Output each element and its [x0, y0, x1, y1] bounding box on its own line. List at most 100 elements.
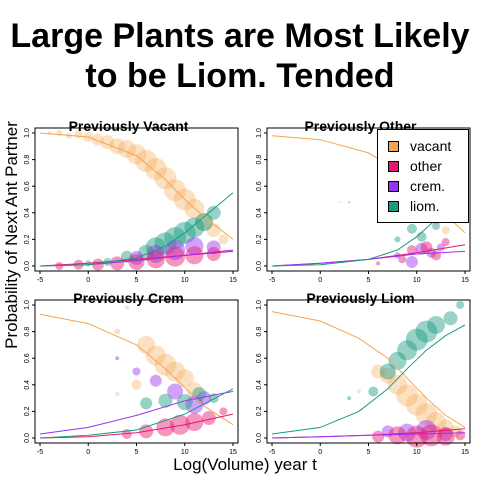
liom-point [456, 301, 465, 309]
legend-item-other: other [378, 156, 468, 176]
liom-point [158, 393, 173, 408]
crem-point [165, 240, 186, 261]
y-tick-label: 0.4 [256, 380, 263, 390]
vacant-point [387, 374, 408, 395]
x-tick-label: 0 [86, 277, 90, 284]
liom-point [405, 328, 428, 351]
panel-2: -5 0 5 10 150.00.20.40.60.81.0 Previously Oth… [256, 118, 471, 284]
x-tick-label: 10 [181, 449, 189, 456]
other-point [376, 261, 381, 266]
legend-label: other [410, 158, 442, 174]
vacant-curve [39, 313, 234, 426]
y-tick-label: 0.6 [24, 181, 31, 191]
main-title-line-2: to be Liom. Tended [85, 57, 395, 95]
crem-curve [271, 432, 466, 439]
vacant-point [109, 138, 126, 155]
crem-point [167, 383, 184, 400]
vacant-point [91, 133, 104, 146]
y-tick-label: 0.8 [24, 155, 31, 165]
liom-point [176, 394, 193, 411]
vacant-point [165, 361, 186, 382]
vacant-point [154, 167, 177, 190]
vacant-curve [271, 311, 466, 428]
vacant-point [154, 353, 177, 376]
other-point [420, 424, 443, 447]
vacant-point [145, 345, 166, 366]
liom-point [397, 340, 418, 361]
liom-point [416, 231, 427, 242]
legend-label: vacant [410, 138, 452, 154]
other-point [436, 427, 455, 446]
other-point [91, 258, 104, 271]
liom-point [388, 351, 407, 370]
other-curve [39, 413, 234, 439]
y-tick-label: 0.2 [24, 406, 31, 416]
y-tick-label: 0.6 [256, 181, 263, 191]
x-tick-label: -5 [37, 277, 43, 284]
vacant-point [338, 201, 341, 204]
liom-point [368, 386, 379, 397]
vacant-point [441, 226, 450, 235]
y-tick-label: 0.2 [256, 234, 263, 244]
other-point [405, 425, 428, 448]
x-tick-label: -5 [269, 277, 275, 284]
liom-point [195, 213, 214, 232]
vacant-point [124, 305, 129, 310]
other-point [206, 247, 221, 262]
vacant-point [437, 419, 454, 436]
legend-swatch [388, 160, 399, 172]
crem-point [206, 240, 221, 255]
liom-point [206, 205, 221, 220]
liom-point [443, 311, 458, 326]
liom-curve [271, 324, 466, 435]
x-tick-label: -5 [269, 449, 275, 456]
x-tick-label: 15 [229, 449, 237, 456]
legend-label: liom. [410, 198, 440, 214]
crem-point [398, 423, 417, 442]
y-tick-label: 0.2 [256, 406, 263, 416]
other-point [441, 238, 450, 247]
liom-point [184, 217, 205, 238]
other-point [201, 411, 216, 426]
x-tick-label: 0 [318, 277, 322, 284]
vacant-point [131, 379, 142, 390]
x-tick-label: 0 [86, 449, 90, 456]
x-tick-label: 10 [181, 277, 189, 284]
legend-item-vacant: vacant [378, 136, 468, 156]
crem-point [149, 374, 162, 387]
vacant-point [218, 234, 229, 245]
other-point [388, 426, 407, 445]
crem-point [185, 237, 204, 256]
vacant-point [356, 389, 361, 394]
other-point [156, 418, 175, 437]
liom-curve [39, 192, 234, 267]
crem-point [405, 256, 418, 269]
crem-point [115, 356, 120, 361]
y-tick-label: 1.0 [256, 300, 263, 310]
liom-point [347, 396, 352, 401]
panel-title: Previously Liom [306, 290, 414, 306]
liom-point [415, 320, 438, 343]
y-tick-label: 0.4 [24, 208, 31, 218]
other-point [219, 407, 228, 416]
main-title: Large Plants are Most Likely to be Liom.… [0, 16, 480, 96]
y-tick-label: 0.0 [256, 261, 263, 271]
vacant-point [195, 213, 214, 232]
liom-point [406, 223, 417, 234]
x-tick-label: 5 [367, 449, 371, 456]
other-point [185, 413, 204, 432]
other-point [128, 254, 145, 271]
liom-point [432, 222, 441, 231]
panel-1: -5 0 5 10 15 0.0 0.2 0.4 0.6 0.8 1.0 Previously Vac… [24, 118, 239, 284]
vacant-point [144, 157, 167, 180]
y-tick-label: 0.8 [24, 327, 31, 337]
liom-point [140, 397, 153, 410]
vacant-point [426, 412, 447, 433]
x-tick-label: 10 [413, 277, 421, 284]
y-tick-label: 0.0 [24, 261, 31, 271]
vacant-point [379, 367, 396, 384]
legend-swatch [388, 140, 399, 152]
other-point [455, 430, 466, 441]
other-point [146, 250, 165, 269]
